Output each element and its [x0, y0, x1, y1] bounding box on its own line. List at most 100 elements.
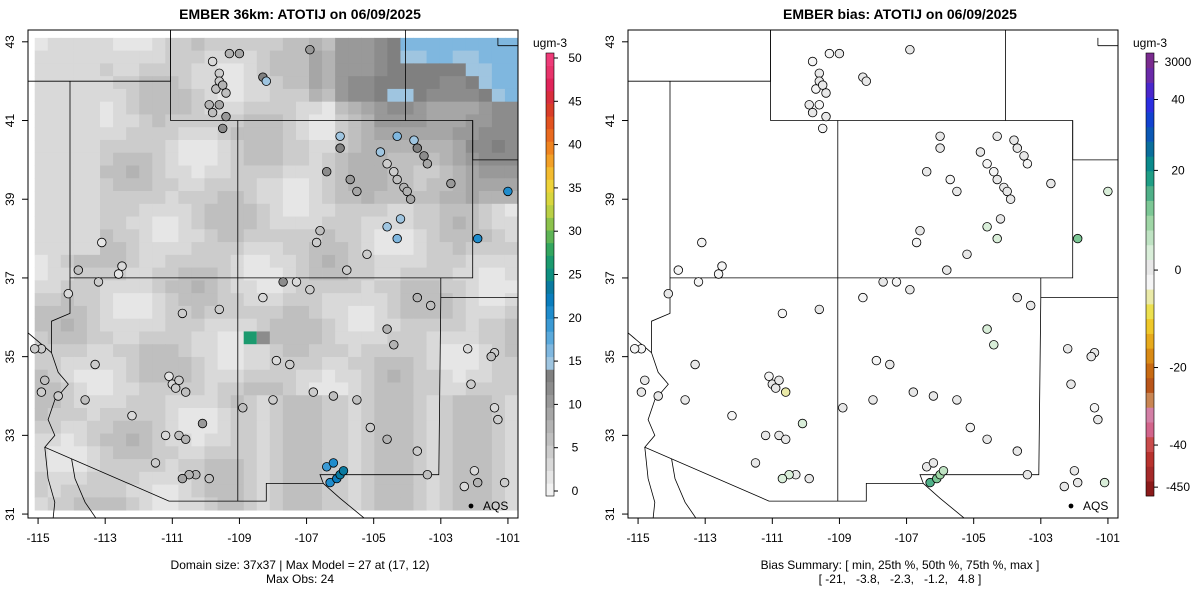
model-grid-cell — [387, 382, 401, 396]
model-grid-cell — [374, 369, 388, 383]
model-grid-cell — [504, 203, 519, 217]
aqs-station-marker — [473, 477, 483, 488]
model-grid-cell — [491, 318, 506, 332]
model-grid-cell — [387, 293, 401, 307]
model-grid-cell — [269, 420, 284, 434]
model-grid-cell — [374, 305, 388, 320]
model-grid-cell — [295, 433, 310, 447]
model-grid-cell — [295, 139, 310, 154]
model-grid-cell — [73, 165, 88, 179]
colorbar-segment — [1146, 53, 1154, 69]
model-grid-cell — [60, 471, 75, 486]
model-grid-cell — [152, 331, 166, 345]
colorbar-segment — [546, 344, 554, 358]
model-grid-cell — [191, 497, 205, 511]
model-grid-cell — [243, 63, 258, 77]
colorbar-segment — [546, 53, 554, 66]
model-grid-cell — [152, 395, 166, 409]
colorbar-segment — [1146, 141, 1154, 157]
model-grid-cell — [86, 420, 101, 434]
aqs-station-marker — [180, 434, 191, 445]
model-grid-cell — [348, 420, 362, 434]
bias-map: -115 -113 -111 -109 -107 -105 -103 -10131333537… — [603, 29, 1192, 545]
model-grid-cell — [452, 331, 467, 345]
model-grid-cell — [295, 127, 310, 141]
model-grid-cell — [165, 203, 179, 217]
model-grid-cell — [335, 408, 349, 422]
model-grid-cell — [426, 420, 441, 434]
model-grid-cell — [139, 229, 153, 243]
model-grid-cell — [400, 471, 414, 486]
colorbar-segment — [546, 445, 554, 459]
model-grid-cell — [178, 139, 192, 154]
model-grid-cell — [139, 497, 153, 511]
model-grid-cell — [230, 191, 245, 205]
model-grid-cell — [126, 88, 140, 103]
model-grid-cell — [478, 305, 493, 320]
model-grid-cell — [191, 293, 205, 307]
model-grid-cell — [400, 50, 414, 64]
model-grid-cell — [60, 191, 75, 205]
model-grid-cell — [504, 88, 519, 103]
model-grid-cell — [243, 101, 258, 115]
model-grid-cell — [217, 293, 232, 307]
model-grid-cell — [126, 37, 140, 52]
model-grid-cell — [426, 178, 441, 192]
x-tick-label: -103 — [429, 531, 453, 545]
model-grid-cell — [191, 101, 205, 115]
model-grid-cell — [152, 471, 166, 486]
model-grid-cell — [139, 101, 153, 115]
model-grid-cell — [204, 420, 218, 434]
colorbar-segment — [546, 470, 554, 484]
model-grid-cell — [400, 203, 414, 217]
model-grid-cell — [47, 242, 62, 256]
model-grid-cell — [478, 101, 493, 115]
model-grid-cell — [478, 50, 493, 64]
model-grid-cell — [452, 344, 467, 358]
colorbar-segment — [1146, 126, 1154, 142]
model-grid-cell — [322, 229, 336, 243]
model-grid-cell — [34, 433, 49, 447]
model-grid-cell — [426, 395, 441, 409]
model-grid-cell — [204, 459, 218, 473]
aqs-station-marker — [426, 300, 436, 311]
model-grid-cell — [191, 76, 205, 90]
model-grid-cell — [60, 114, 75, 128]
model-grid-cell — [191, 165, 205, 179]
model-grid-cell — [178, 331, 192, 345]
model-grid-cell — [309, 446, 323, 460]
model-grid-cell — [478, 63, 493, 77]
model-grid-cell — [348, 459, 362, 473]
model-grid-cell — [295, 203, 310, 217]
model-grid-cell — [113, 88, 127, 103]
model-grid-cell — [491, 280, 506, 294]
model-grid-cell — [439, 484, 454, 498]
model-grid-cell — [34, 127, 49, 141]
model-grid-cell — [439, 356, 454, 371]
model-grid-cell — [439, 382, 454, 396]
model-grid-cell — [269, 76, 284, 90]
model-grid-cell — [374, 191, 388, 205]
model-grid-cell — [86, 344, 101, 358]
model-grid-cell — [361, 216, 375, 230]
model-grid-cell — [47, 420, 62, 434]
model-grid-cell — [361, 203, 375, 217]
model-grid-cell — [256, 344, 271, 358]
model-grid-cell — [295, 408, 310, 422]
model-grid-cell — [439, 127, 454, 141]
model-grid-cell — [439, 165, 454, 179]
model-grid-cell — [204, 254, 218, 269]
model-grid-cell — [439, 216, 454, 230]
state-border-line — [71, 458, 97, 518]
model-grid-cell — [282, 433, 297, 447]
model-grid-cell — [217, 433, 232, 447]
model-grid-cell — [152, 50, 166, 64]
model-grid-cell — [322, 356, 336, 371]
model-grid-cell — [230, 344, 245, 358]
model-grid-cell — [413, 331, 427, 345]
model-grid-cell — [113, 242, 127, 256]
model-grid-cell — [165, 293, 179, 307]
model-grid-cell — [465, 280, 480, 294]
model-grid-cell — [335, 382, 349, 396]
colorbar-segment — [1146, 244, 1154, 261]
